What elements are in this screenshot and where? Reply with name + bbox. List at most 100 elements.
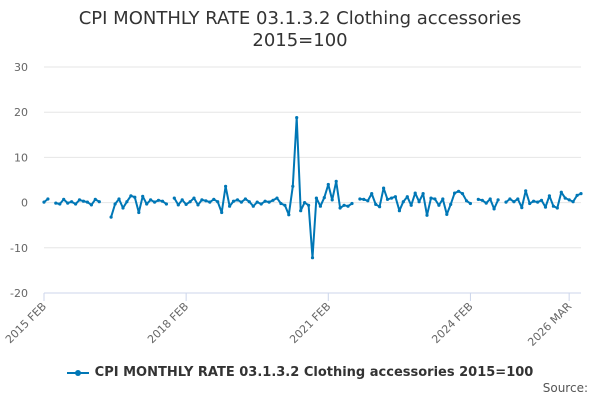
data-point [133, 195, 137, 199]
data-point [417, 200, 421, 204]
data-point [235, 198, 240, 202]
data-point [559, 190, 563, 194]
data-point [516, 197, 520, 201]
data-point [532, 199, 536, 203]
data-point [141, 194, 145, 198]
data-point [125, 200, 129, 204]
data-point [421, 192, 425, 196]
data-point [145, 202, 149, 206]
data-point [93, 197, 97, 201]
x-tick-label: 2018 FEB [145, 300, 191, 346]
data-point [164, 202, 168, 206]
data-point [528, 201, 532, 206]
data-point [267, 200, 271, 204]
data-point [117, 197, 121, 201]
data-point [66, 201, 70, 205]
series-line [173, 116, 353, 259]
data-point [121, 206, 125, 210]
y-tick-label: 10 [14, 151, 28, 164]
data-point [279, 201, 283, 206]
chart-title: CPI MONTHLY RATE 03.1.3.2 Clothing acces… [0, 8, 600, 52]
data-point [137, 210, 141, 215]
data-point [196, 203, 200, 207]
data-point [401, 200, 405, 204]
data-point [200, 198, 204, 202]
data-point [342, 203, 346, 207]
data-point [251, 204, 255, 208]
data-point [259, 202, 263, 206]
data-point [358, 197, 362, 201]
data-point [445, 212, 449, 216]
x-tick-label: 2026 MAR [525, 300, 574, 349]
data-point [172, 196, 176, 200]
data-point [346, 204, 350, 208]
data-point [295, 116, 299, 120]
data-point [46, 197, 50, 201]
data-point [129, 194, 133, 198]
data-point [160, 199, 165, 203]
data-point [85, 200, 89, 204]
legend-label: CPI MONTHLY RATE 03.1.3.2 Clothing acces… [94, 365, 534, 380]
data-point [58, 202, 62, 206]
data-point [334, 179, 338, 183]
data-point [113, 202, 117, 206]
data-point [488, 197, 492, 201]
data-point [153, 200, 157, 204]
data-point [350, 201, 354, 206]
data-point [287, 213, 291, 217]
data-point [291, 184, 295, 188]
data-point [271, 198, 275, 202]
x-tick-label: 2024 FEB [429, 300, 475, 346]
data-point [109, 215, 113, 219]
data-point [208, 200, 212, 204]
data-point [204, 199, 208, 203]
data-point [239, 200, 243, 204]
chart-title-line-1: CPI MONTHLY RATE 03.1.3.2 Clothing acces… [78, 8, 522, 29]
data-point [429, 196, 433, 200]
legend[interactable]: CPI MONTHLY RATE 03.1.3.2 Clothing acces… [0, 364, 600, 382]
data-point [567, 198, 571, 202]
data-point [370, 192, 374, 196]
data-point [54, 201, 58, 205]
y-tick-label: -10 [10, 242, 28, 255]
data-point [224, 184, 228, 188]
data-point [457, 189, 461, 193]
data-point [255, 200, 259, 204]
data-point [460, 192, 465, 196]
data-point [571, 200, 575, 204]
data-point [397, 209, 401, 213]
data-point [536, 200, 540, 204]
data-point [42, 200, 46, 204]
data-point [468, 201, 472, 206]
data-point [212, 197, 216, 201]
y-tick-label: 30 [14, 61, 28, 74]
data-point [318, 204, 322, 208]
x-tick-label: 2015 FEB [3, 300, 49, 346]
data-point [480, 198, 484, 202]
data-point [374, 202, 378, 206]
data-point [413, 191, 417, 195]
data-point [382, 186, 386, 190]
data-point [310, 256, 315, 260]
data-point [425, 213, 429, 217]
data-point [184, 202, 188, 206]
data-point [504, 200, 508, 204]
x-tick-label: 2021 FEB [287, 300, 333, 346]
data-point [437, 203, 441, 207]
data-point [449, 202, 453, 206]
data-point [156, 198, 161, 202]
data-point [520, 206, 524, 210]
data-point [492, 207, 496, 211]
data-point [405, 195, 409, 199]
data-point [575, 193, 579, 197]
data-point [389, 196, 394, 200]
data-point [508, 197, 512, 201]
data-point [70, 200, 74, 204]
data-point [338, 206, 342, 210]
data-point [89, 203, 93, 207]
data-point [176, 203, 180, 207]
data-point [77, 198, 82, 202]
data-point [299, 209, 303, 213]
data-point [322, 196, 326, 200]
